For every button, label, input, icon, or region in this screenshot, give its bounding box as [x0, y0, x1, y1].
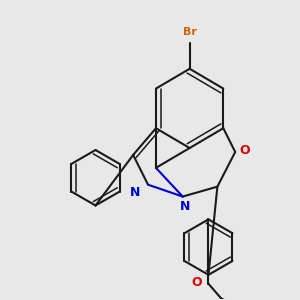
Text: O: O — [191, 276, 202, 289]
Text: O: O — [240, 145, 250, 158]
Text: N: N — [179, 200, 190, 213]
Text: Br: Br — [183, 27, 196, 37]
Text: N: N — [130, 186, 140, 199]
